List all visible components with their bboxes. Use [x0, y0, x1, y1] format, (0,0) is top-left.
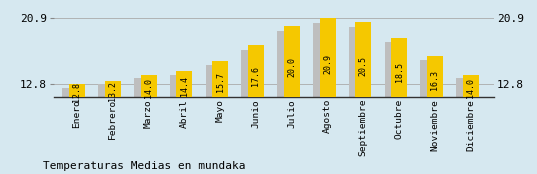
Bar: [62, 88, 78, 174]
Text: 13.2: 13.2: [108, 81, 117, 101]
Bar: [248, 45, 264, 174]
Bar: [69, 84, 85, 174]
Text: 16.3: 16.3: [431, 70, 439, 90]
Bar: [176, 71, 192, 174]
Text: 20.5: 20.5: [359, 56, 368, 76]
Bar: [463, 75, 479, 174]
Text: 15.7: 15.7: [216, 72, 224, 92]
Bar: [170, 75, 186, 174]
Bar: [284, 26, 300, 174]
Bar: [420, 60, 437, 174]
Bar: [349, 27, 365, 174]
Bar: [391, 38, 407, 174]
Text: 12.8: 12.8: [72, 82, 82, 102]
Bar: [355, 22, 372, 174]
Text: 20.9: 20.9: [323, 54, 332, 74]
Text: 14.0: 14.0: [144, 78, 153, 98]
Bar: [456, 78, 473, 174]
Bar: [242, 50, 258, 174]
Text: Temperaturas Medias en mundaka: Temperaturas Medias en mundaka: [43, 161, 245, 171]
Text: 17.6: 17.6: [251, 65, 260, 85]
Bar: [427, 56, 443, 174]
Bar: [141, 75, 157, 174]
Bar: [105, 81, 121, 174]
Text: 18.5: 18.5: [395, 62, 404, 82]
Bar: [384, 42, 401, 174]
Bar: [206, 65, 222, 174]
Bar: [98, 84, 114, 174]
Bar: [313, 23, 329, 174]
Bar: [277, 30, 293, 174]
Bar: [134, 78, 150, 174]
Text: 14.0: 14.0: [466, 78, 475, 98]
Bar: [320, 18, 336, 174]
Bar: [212, 61, 228, 174]
Text: 14.4: 14.4: [180, 76, 189, 96]
Text: 20.0: 20.0: [287, 57, 296, 77]
